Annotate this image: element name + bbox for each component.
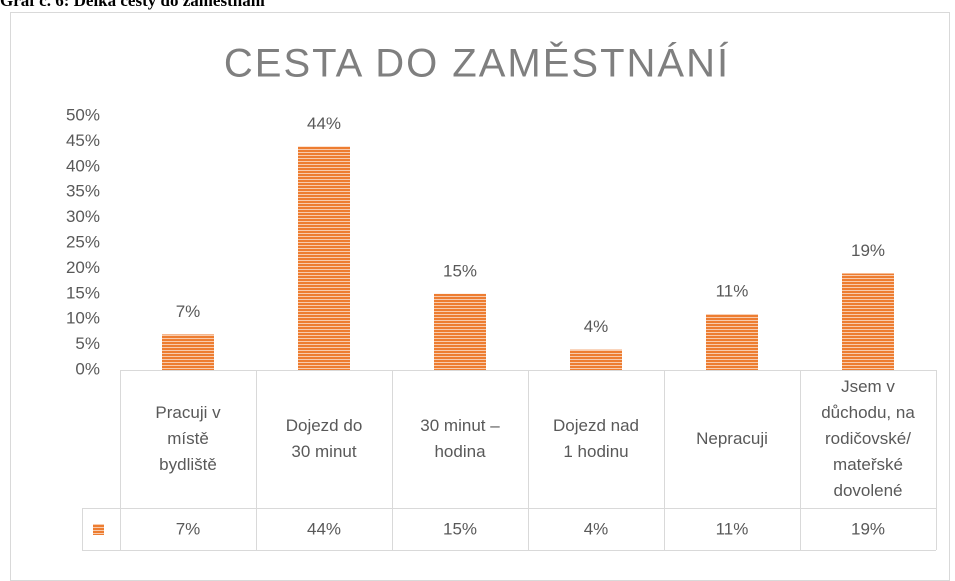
category-label: Jsem v důchodu, na rodičovské/ mateřské … [821,377,915,500]
table-value: 4% [584,519,609,538]
caption: Graf č. 6: Délka cesty do zaměstnání [0,0,265,10]
y-tick-label: 45% [66,131,100,150]
data-label: 44% [307,114,341,133]
y-tick-label: 30% [66,207,100,226]
y-tick-label: 15% [66,283,100,302]
table-value: 11% [716,519,749,538]
table-value: 44% [307,519,341,538]
bar [162,334,214,370]
data-label: 4% [584,317,609,336]
bar [298,146,350,370]
y-tick-label: 50% [66,105,100,124]
legend-key [93,524,104,535]
y-tick-label: 25% [66,232,100,251]
data-label: 15% [443,261,477,280]
table-value: 7% [176,519,201,538]
bar [434,293,486,370]
bar [570,349,622,370]
y-tick-label: 10% [66,309,100,328]
bar [706,314,758,370]
chart-title: CESTA DO ZAMĚSTNÁNÍ [224,41,730,86]
category-label: Nepracuji [696,429,768,448]
category-label: Dojezd nad 1 hodinu [552,416,639,461]
y-tick-label: 40% [66,156,100,175]
data-label: 11% [716,282,749,301]
data-label: 19% [851,241,885,260]
y-tick-label: 35% [66,182,100,201]
y-tick-label: 5% [75,334,100,353]
table-value: 15% [443,519,477,538]
category-label: Dojezd do 30 minut [285,416,363,461]
table-value: 19% [851,519,885,538]
category-label: 30 minut – hodina [420,416,500,461]
y-tick-label: 0% [75,359,100,378]
y-tick-label: 20% [66,258,100,277]
category-label: Pracuji v místě bydliště [155,403,221,474]
data-label: 7% [176,302,201,321]
bar [842,273,894,370]
